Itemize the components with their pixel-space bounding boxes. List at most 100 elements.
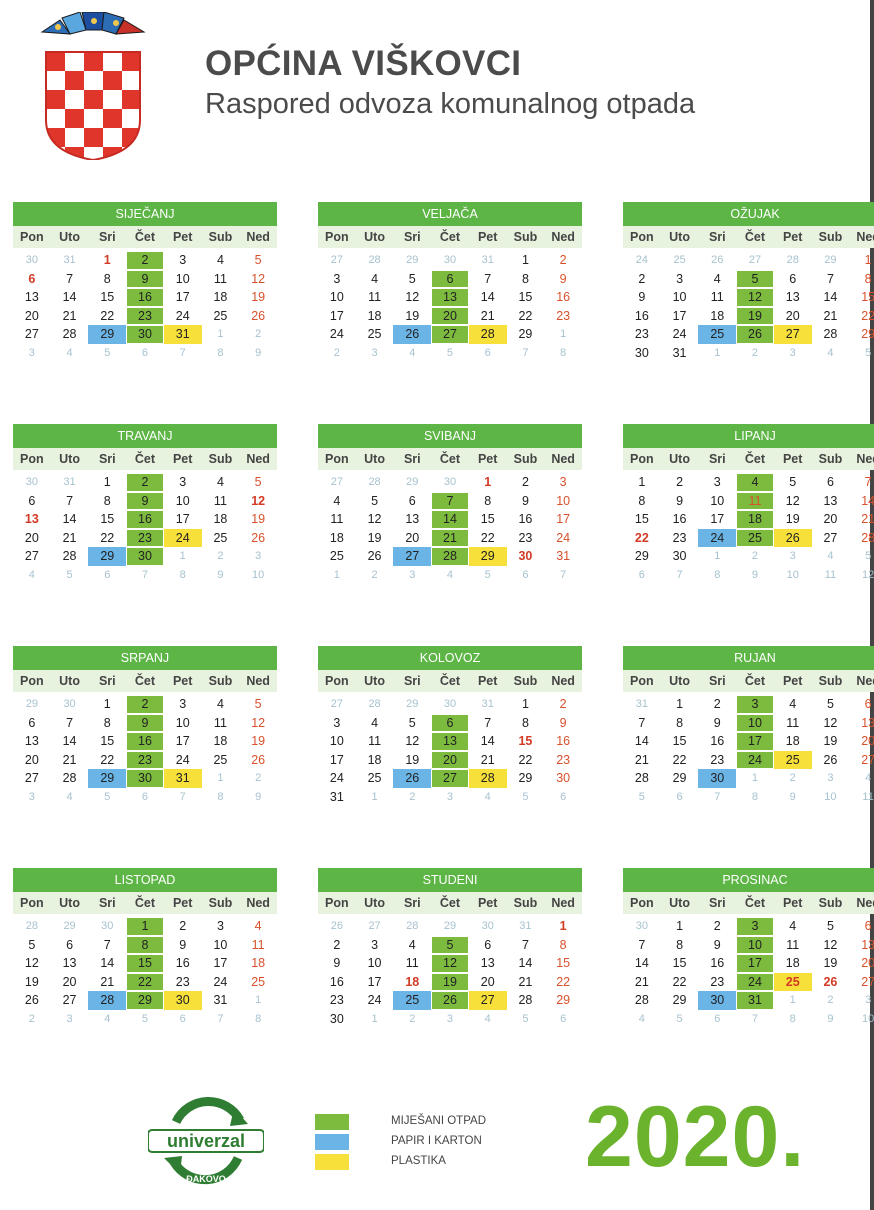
day-cell: 30 — [518, 549, 533, 563]
day-cell: 14 — [823, 290, 838, 304]
weekday-label: Uto — [364, 674, 385, 688]
weekday-label: Pon — [20, 230, 44, 244]
day-cell: 8 — [751, 790, 759, 803]
day-cell: 9 — [713, 715, 721, 730]
day-cell: 29 — [556, 993, 571, 1007]
day-cell: 23 — [710, 974, 725, 989]
day-cell: 26 — [823, 752, 838, 767]
weekday-label: Pet — [782, 896, 803, 910]
day-cell: 24 — [635, 254, 648, 266]
legend-swatch-blue — [315, 1134, 349, 1150]
day-cell: 10 — [710, 493, 725, 508]
weekday-label: Pon — [630, 674, 654, 688]
day-cell: 13 — [62, 956, 77, 970]
day-cell: 8 — [217, 346, 224, 359]
day-cell: 17 — [672, 308, 687, 323]
weekday-label: Čet — [439, 452, 461, 466]
weekday-label: Ned — [856, 896, 874, 910]
day-cell: 28 — [518, 993, 533, 1007]
weekday-label: Sub — [513, 674, 538, 688]
month-calendar: KOLOVOZ Pon Uto Sri Čet Pet Sub Ned 27 28 29 30 31 1 2… — [318, 646, 582, 806]
day-cell: 6 — [431, 269, 469, 288]
day-cell: 14 — [518, 956, 533, 970]
weekday-label: Čet — [439, 674, 461, 688]
month-calendar: SVIBANJ Pon Uto Sri Čet Pet Sub Ned 27 28 29 30 1 2 3 4… — [318, 424, 582, 584]
day-cell: 31 — [672, 345, 687, 360]
day-cell: 17 — [175, 734, 190, 748]
day-cell: 20 — [24, 308, 39, 323]
day-cell: 20 — [62, 974, 77, 989]
weekday-label: Čet — [744, 896, 766, 910]
day-cell: 8 — [638, 493, 646, 508]
day-cell: 4 — [216, 475, 224, 489]
day-cell: 30 — [556, 771, 571, 785]
weekday-label: Sri — [708, 674, 726, 688]
day-cell: 8 — [676, 715, 684, 730]
day-cell: 23 — [329, 993, 344, 1007]
day-cell: 24 — [736, 750, 774, 769]
day-cell: 8 — [255, 1012, 262, 1025]
day-cell: 20 — [431, 750, 469, 769]
legend-item: PAPIR I KARTON — [315, 1134, 515, 1152]
day-cell: 26 — [823, 974, 838, 989]
day-cell: 5 — [408, 715, 416, 730]
weekday-label: Sub — [818, 674, 843, 688]
day-cell: 29 — [406, 476, 419, 488]
day-cell: 3 — [676, 271, 684, 286]
day-cell: 25 — [213, 752, 228, 767]
weekday-label: Uto — [669, 230, 690, 244]
day-cell: 10 — [824, 790, 837, 803]
page-edge — [870, 0, 874, 1210]
day-cell: 27 — [330, 254, 343, 266]
day-cell: 27 — [773, 325, 812, 344]
day-cell: 24 — [736, 972, 774, 991]
day-cell: 10 — [862, 1012, 874, 1025]
weekday-label: Sri — [98, 896, 116, 910]
month-calendar: PROSINACPonUtoSriČetPetSubNed30123456789… — [623, 868, 874, 1028]
day-cell: 22 — [518, 308, 533, 323]
day-cell: 4 — [254, 919, 262, 933]
weekday-label: Uto — [669, 896, 690, 910]
day-cell: 6 — [104, 568, 111, 581]
day-cell: 29 — [406, 698, 419, 710]
day-cell: 28 — [468, 325, 507, 344]
day-cell: 22 — [634, 530, 649, 545]
day-cell: 22 — [100, 752, 115, 767]
weekday-label: Pon — [325, 230, 349, 244]
day-cell: 3 — [179, 475, 187, 489]
day-cell: 17 — [329, 308, 344, 323]
day-cell: 23 — [556, 308, 571, 323]
day-cell: 28 — [468, 769, 507, 788]
day-grid: 24 25 26 27 28 29 1 2 3 4 5 6 7 8 9 10 11 12 13 14 15 16 17 18 1… — [623, 251, 874, 362]
weekday-label: Sri — [708, 230, 726, 244]
weekday-label: Uto — [59, 230, 80, 244]
day-cell: 29 — [518, 771, 533, 785]
day-cell: 2 — [179, 919, 187, 933]
weekday-label: Sub — [513, 230, 538, 244]
day-cell: 17 — [329, 752, 344, 767]
weekday-header: Pon Uto Sri Čet Pet Sub Ned — [623, 892, 874, 914]
day-cell: 13 — [24, 290, 39, 304]
day-cell: 31 — [63, 476, 76, 488]
day-cell: 25 — [673, 254, 686, 266]
weekday-header: Pon Uto Sri Čet Pet Sub Ned — [13, 226, 277, 248]
day-cell: 31 — [519, 920, 532, 932]
day-cell: 5 — [141, 1012, 149, 1025]
day-cell: 15 — [126, 954, 164, 973]
day-cell: 19 — [431, 972, 469, 991]
day-cell: 2 — [789, 772, 796, 784]
day-cell: 24 — [163, 528, 202, 547]
day-cell: 7 — [179, 790, 186, 803]
day-cell: 24 — [175, 308, 190, 323]
day-cell: 26 — [773, 528, 812, 547]
day-cell: 2 — [409, 790, 416, 803]
day-cell: 30 — [25, 476, 38, 488]
weekday-label: Pet — [782, 230, 803, 244]
day-cell: 30 — [635, 920, 648, 932]
month-calendar: RUJANPonUtoSriČetPetSubNed31123456789101… — [623, 646, 874, 806]
day-cell: 29 — [861, 327, 874, 341]
day-cell: 9 — [638, 290, 646, 304]
day-cell: 1 — [864, 253, 872, 267]
day-cell: 2 — [126, 473, 164, 492]
day-cell: 15 — [100, 290, 115, 304]
